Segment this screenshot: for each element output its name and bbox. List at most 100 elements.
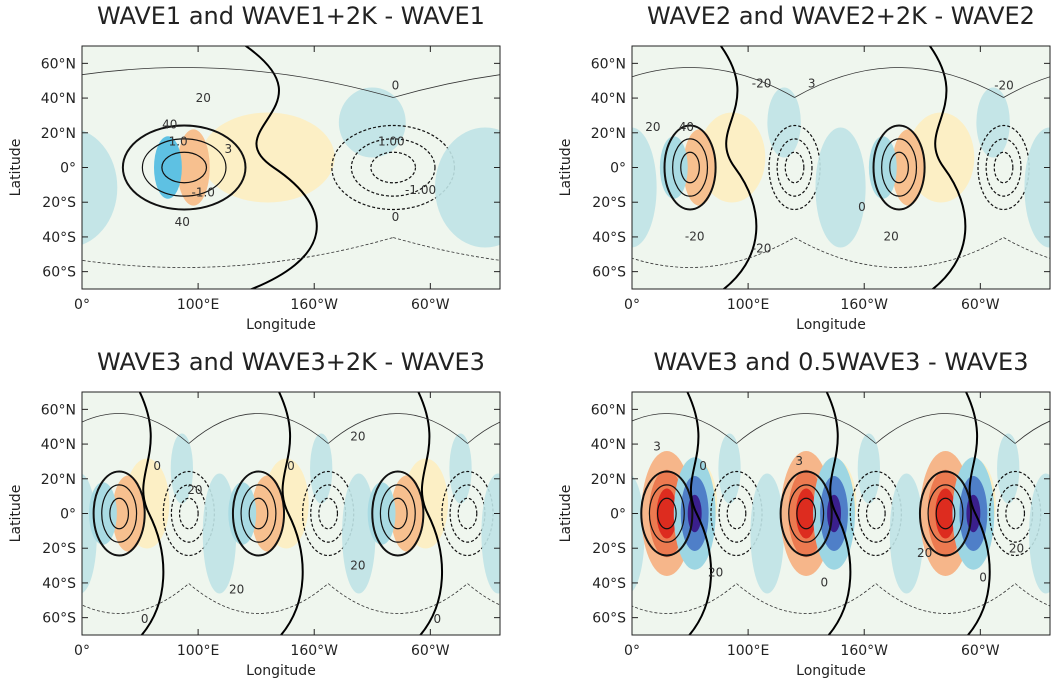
x-tick-label: 160°W	[290, 297, 338, 313]
shading-negative	[170, 433, 194, 504]
y-tick-label: 60°N	[41, 402, 76, 418]
shading-positive	[517, 489, 537, 539]
contour	[632, 67, 795, 98]
x-axis-label: Longitude	[796, 663, 866, 679]
shading-positive	[0, 475, 5, 551]
x-tick-label: 0°	[74, 643, 90, 659]
contour	[736, 413, 877, 444]
panel: WAVE1 and WAVE1+2K - WAVE120401.0-1.001.…	[8, 2, 600, 333]
contour-dashed	[576, 152, 595, 183]
contour	[510, 485, 545, 542]
y-tick-label: 40°S	[592, 230, 626, 246]
x-axis-label: Longitude	[796, 317, 866, 333]
contour-dashed	[178, 497, 199, 530]
y-tick-label: 40°S	[42, 576, 76, 592]
y-tick-label: 60°N	[591, 402, 626, 418]
shading-negative	[1029, 473, 1050, 594]
panel-title: WAVE3 and 0.5WAVE3 - WAVE3	[654, 348, 1029, 376]
contour	[794, 67, 1004, 98]
contour-dashed	[327, 583, 468, 614]
contour	[788, 484, 825, 543]
contour	[393, 74, 500, 98]
contour-label: 0	[820, 575, 828, 589]
contour	[387, 497, 408, 530]
contour-label: 40	[175, 215, 190, 229]
x-tick-label: 160°W	[290, 643, 338, 659]
x-tick-label: 0°	[624, 297, 640, 313]
y-tick-label: 0°	[610, 161, 626, 177]
shading-negative	[572, 136, 600, 198]
panel-title: WAVE1 and WAVE1+2K - WAVE1	[97, 2, 485, 30]
shading-negative	[718, 433, 741, 504]
plot-area: 0 20 20 0 20 20 0 0	[0, 392, 500, 635]
y-tick-label: 40°N	[591, 437, 626, 453]
x-tick-label: 160°W	[840, 297, 888, 313]
plot-area: -20 40 20 -20 -20 3 0 20 -20	[576, 46, 1050, 289]
shading-negative	[687, 494, 702, 533]
contour-dashed	[350, 138, 436, 197]
contour	[632, 413, 737, 444]
x-tick-label: 60°W	[961, 297, 1000, 313]
contour	[672, 138, 709, 197]
contour	[502, 471, 553, 555]
contour	[881, 138, 918, 197]
shading-negative	[310, 433, 333, 504]
zero-contour	[719, 46, 758, 289]
contour-dashed	[632, 583, 737, 614]
contour-label: 20	[645, 120, 660, 134]
contour-label: 3	[808, 76, 816, 90]
contour	[935, 497, 956, 530]
contour-dashed	[40, 498, 59, 529]
panel: WAVE2 and WAVE2+2K - WAVE2 -20 40 20 -20 -20 3…	[558, 2, 1051, 333]
x-tick-label: 100°E	[177, 643, 220, 659]
contour-label: 20	[229, 583, 244, 597]
shading-negative	[338, 87, 406, 158]
contour	[1003, 76, 1050, 98]
contour	[872, 124, 926, 211]
shading-positive	[200, 112, 335, 203]
zero-contour	[243, 46, 318, 289]
contour-label: 0	[153, 459, 161, 473]
contour-label: 20	[350, 430, 365, 444]
contour	[161, 151, 208, 184]
shading-negative	[82, 130, 118, 245]
shading-negative	[767, 87, 801, 158]
shading-negative	[857, 433, 881, 504]
contour-dashed	[875, 583, 1016, 614]
zero-contour	[138, 392, 165, 635]
contour	[918, 470, 973, 557]
plot-area: 3 0 20 3 20 0 20 0	[502, 392, 1050, 635]
contour-dashed	[188, 583, 329, 614]
y-tick-label: 40°N	[591, 91, 626, 107]
contour-label: 0	[433, 612, 441, 626]
y-tick-label: 20°S	[42, 195, 76, 211]
contour-label: 20	[187, 483, 202, 497]
y-tick-label: 40°S	[592, 576, 626, 592]
contour	[680, 151, 700, 184]
contour-label: 3	[653, 439, 661, 453]
x-axis-label: Longitude	[246, 663, 316, 679]
contour-label: 20	[884, 229, 899, 243]
contour	[371, 470, 425, 557]
x-tick-label: 160°W	[840, 643, 888, 659]
shading-positive	[177, 129, 210, 206]
contour-label: -20	[685, 229, 705, 243]
y-tick-label: 60°S	[42, 265, 76, 281]
contour	[101, 484, 138, 543]
shading-negative	[827, 494, 841, 533]
contour	[231, 470, 286, 557]
contour-dashed	[1014, 583, 1050, 607]
contour	[1014, 420, 1050, 444]
contour-dashed	[588, 498, 607, 529]
contour-dashed	[370, 151, 417, 184]
shading-negative	[632, 127, 657, 248]
contour	[640, 470, 694, 557]
y-tick-label: 0°	[60, 161, 76, 177]
contour-dashed	[776, 138, 813, 197]
x-tick-label: 100°E	[727, 643, 770, 659]
shading-negative	[1024, 127, 1050, 248]
contour	[656, 497, 677, 530]
contour-dashed	[726, 497, 747, 530]
x-tick-label: 100°E	[177, 297, 220, 313]
contour	[248, 497, 269, 530]
